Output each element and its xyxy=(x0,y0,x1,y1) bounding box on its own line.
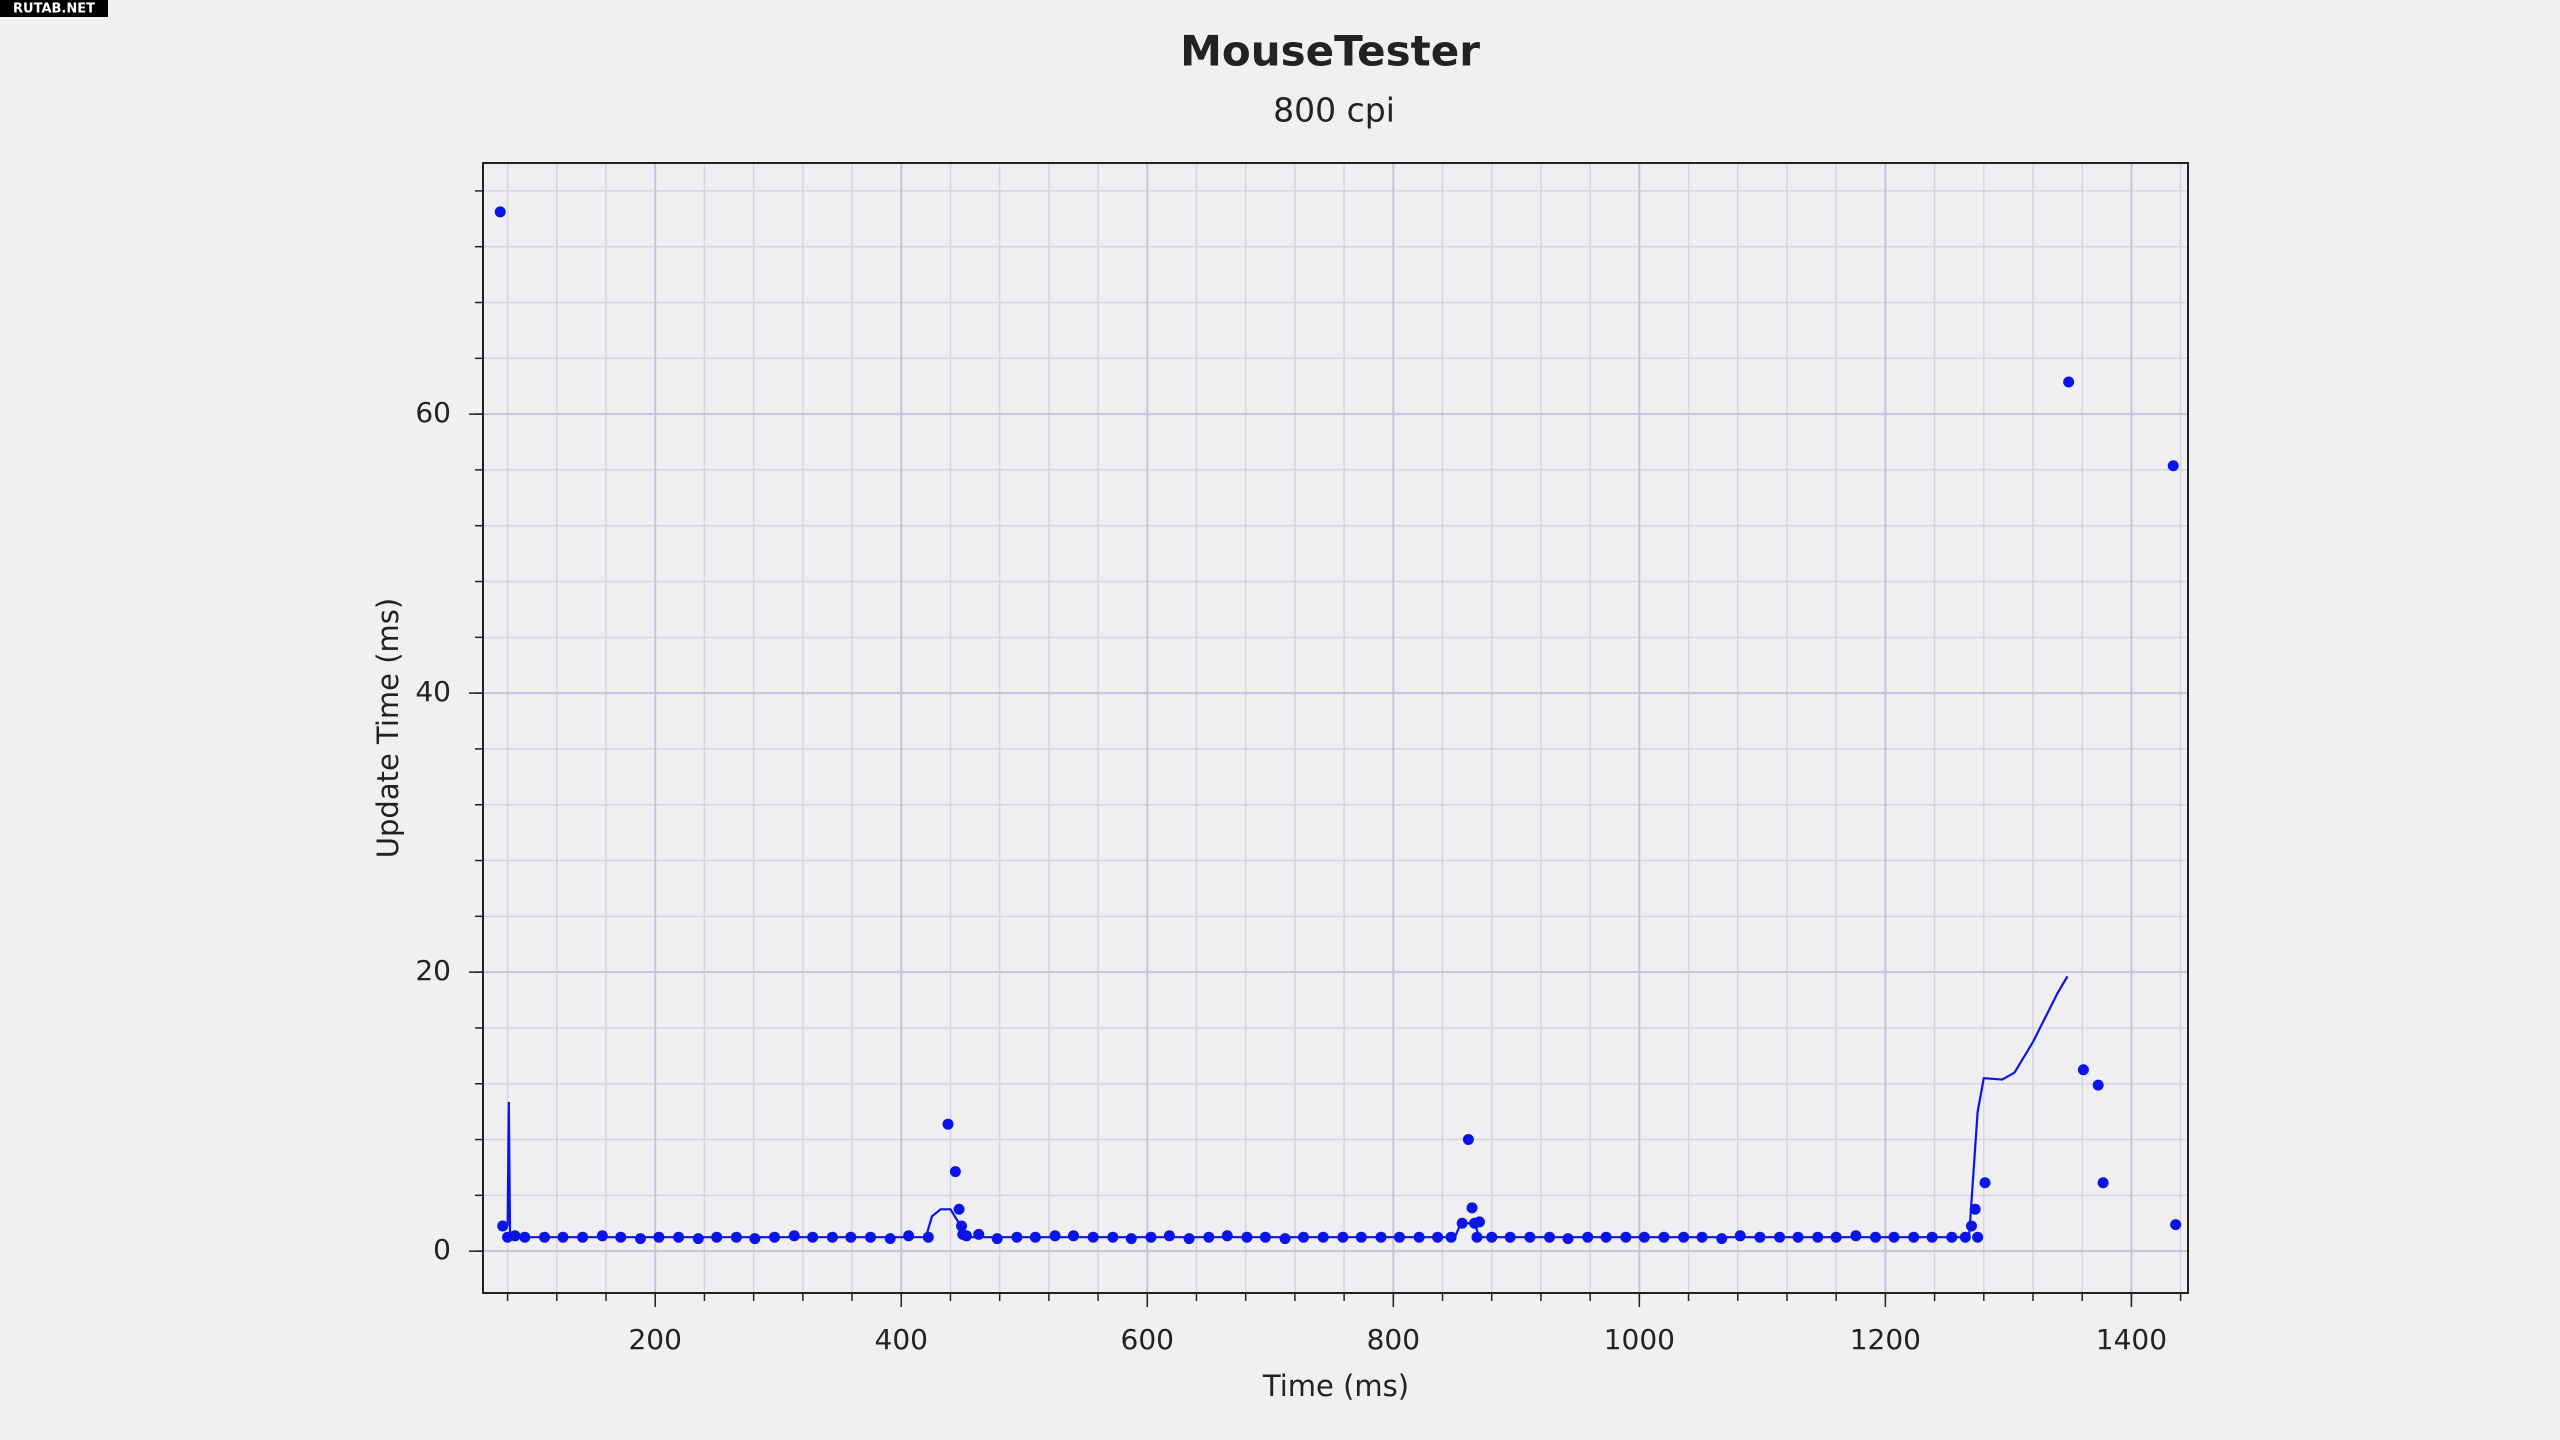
data-point xyxy=(749,1233,761,1245)
data-point xyxy=(949,1166,961,1178)
data-point xyxy=(509,1230,521,1242)
data-point xyxy=(2097,1177,2109,1189)
fit-line xyxy=(506,975,2069,1239)
x-tick-label: 200 xyxy=(628,1323,681,1356)
data-point xyxy=(1716,1233,1728,1245)
data-point xyxy=(1979,1177,1991,1189)
data-point xyxy=(2167,460,2179,472)
watermark-box xyxy=(0,0,108,17)
data-point xyxy=(942,1118,954,1130)
data-point xyxy=(2077,1064,2089,1076)
data-point xyxy=(596,1230,608,1242)
y-tick-label: 60 xyxy=(415,396,451,429)
data-point xyxy=(634,1233,646,1245)
data-point xyxy=(1067,1230,1079,1242)
data-point xyxy=(2092,1079,2104,1091)
data-point xyxy=(1471,1231,1483,1243)
data-point xyxy=(1462,1134,1474,1146)
data-point xyxy=(884,1233,896,1245)
watermark: RUTAB.NET xyxy=(13,2,95,17)
data-point xyxy=(1466,1202,1478,1214)
x-tick-label: 800 xyxy=(1367,1323,1420,1356)
chart-title: MouseTester xyxy=(1180,27,1480,76)
plot-frame xyxy=(482,162,2189,1294)
y-tick-label: 0 xyxy=(433,1233,451,1266)
data-point xyxy=(991,1233,1003,1245)
chart-subtitle: 800 cpi xyxy=(1273,91,1395,130)
data-point xyxy=(1221,1230,1233,1242)
data-point xyxy=(953,1203,965,1215)
data-point xyxy=(788,1230,800,1242)
data-point xyxy=(1850,1230,1862,1242)
plot-area xyxy=(483,163,2188,1293)
y-tick-label: 20 xyxy=(415,954,451,987)
data-point xyxy=(1279,1233,1291,1245)
x-tick-label: 400 xyxy=(875,1323,928,1356)
data-point xyxy=(2063,376,2075,388)
x-tick-label: 600 xyxy=(1121,1323,1174,1356)
data-point xyxy=(1163,1230,1175,1242)
x-tick-label: 1000 xyxy=(1604,1323,1675,1356)
data-point xyxy=(494,206,506,218)
data-point xyxy=(1183,1233,1195,1245)
data-point xyxy=(1125,1233,1137,1245)
data-point xyxy=(1965,1220,1977,1232)
data-point xyxy=(1049,1230,1061,1242)
data-point xyxy=(1734,1230,1746,1242)
x-tick-label: 1200 xyxy=(1850,1323,1921,1356)
data-point xyxy=(903,1230,915,1242)
data-point xyxy=(497,1220,509,1232)
data-point xyxy=(692,1233,704,1245)
x-axis-label: Time (ms) xyxy=(1262,1369,1409,1403)
data-point xyxy=(1473,1216,1485,1228)
y-axis-label: Update Time (ms) xyxy=(371,598,405,858)
data-point xyxy=(2170,1219,2182,1231)
x-tick-label: 1400 xyxy=(2096,1323,2167,1356)
data-point xyxy=(1972,1231,1984,1243)
y-tick-label: 40 xyxy=(415,675,451,708)
data-point xyxy=(1969,1203,1981,1215)
data-point xyxy=(1562,1233,1574,1245)
